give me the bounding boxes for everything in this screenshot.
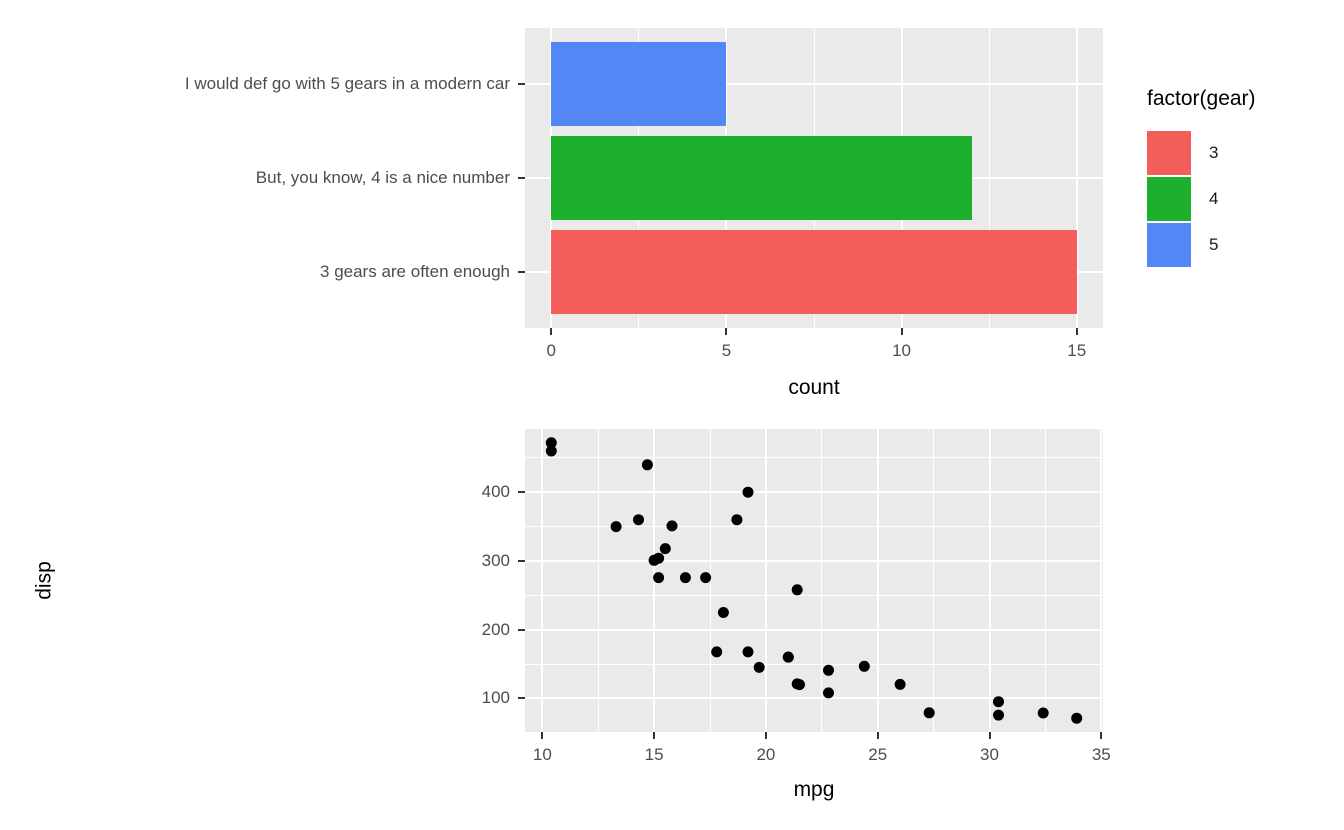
bar-5-gears [551,42,727,127]
x-tick-label: 15 [644,745,664,764]
data-point [648,554,660,566]
data-point [659,543,671,555]
x-tick-mark [900,328,903,335]
data-point [791,584,803,596]
x-tick-mark [876,732,879,739]
major-gridline [525,491,1103,494]
x-tick-label: 15 [1067,341,1087,360]
data-point [858,660,870,672]
major-gridline [764,429,767,732]
y-tick-mark [518,83,525,86]
data-point [610,521,622,533]
minor-gridline [525,457,1103,459]
data-point [993,709,1004,721]
data-point [894,678,906,690]
minor-gridline [525,526,1103,528]
minor-gridline [525,594,1103,596]
bar-x-axis-title: count [788,376,840,399]
minor-gridline [1044,429,1046,732]
y-tick-mark [518,628,525,631]
y-tick-label: 400 [481,482,510,502]
data-point [823,687,834,699]
y-tick-mark [518,177,525,179]
scatter-y-axis-title: disp [32,561,56,600]
scatter-x-axis-title: mpg [793,778,835,801]
minor-gridline [988,28,990,328]
scatter-plot-panel [525,429,1103,732]
data-point [700,572,712,584]
x-tick-label: 25 [868,745,888,764]
major-gridline [988,429,991,732]
bar-3-gears [551,229,1077,314]
scatter-points-layer [545,437,1083,724]
data-point [653,572,665,584]
bar-category-label: 3 gears are often enough [320,261,510,281]
x-tick-mark [988,732,991,739]
x-tick-label: 20 [756,745,776,764]
x-tick-mark [1100,732,1103,739]
y-tick-label: 300 [481,550,510,570]
minor-gridline [821,429,823,732]
x-tick-label: 0 [546,341,556,360]
y-tick-mark [518,559,525,562]
major-gridline [525,559,1103,562]
data-point [823,664,834,676]
data-point [641,459,653,471]
legend-key-4 [1147,177,1191,221]
y-tick-label: 100 [481,688,510,708]
legend-label-5: 5 [1209,235,1219,254]
data-point [545,445,557,457]
x-tick-mark [653,732,656,739]
bar-category-label: But, you know, 4 is a nice number [255,168,510,187]
x-tick-mark [725,328,728,335]
data-point [1037,707,1049,719]
major-gridline [1075,28,1078,328]
data-point [711,646,723,658]
data-point [731,514,743,526]
x-tick-mark [550,328,553,335]
data-point [633,514,644,526]
data-point [545,437,557,449]
x-tick-label: 10 [532,745,552,764]
major-gridline [525,697,1103,700]
x-tick-label: 35 [1091,745,1111,764]
major-gridline [541,429,544,732]
legend-title: factor(gear) [1147,87,1256,110]
x-tick-label: 10 [892,341,912,360]
y-tick-mark [518,491,525,494]
x-tick-mark [1075,328,1078,335]
x-tick-mark [541,732,544,739]
legend-label-3: 3 [1209,143,1219,162]
minor-gridline [525,663,1103,665]
bar-category-label: I would def go with 5 gears in a modern … [184,74,510,94]
bar-4-gears [551,135,972,221]
y-tick-mark [518,270,525,273]
data-point [666,520,678,532]
x-tick-label: 5 [721,341,732,360]
data-point [1071,712,1083,724]
data-point [923,707,935,719]
y-tick-mark [518,697,525,700]
data-point [742,646,754,658]
data-point [717,607,729,618]
data-point [742,486,754,498]
legend-label-4: 4 [1209,189,1219,208]
major-gridline [1100,429,1103,732]
x-tick-label: 30 [980,745,999,764]
bar-chart-panel [525,28,1103,328]
minor-gridline [933,429,935,732]
data-point [993,696,1004,708]
major-gridline [525,628,1103,631]
major-gridline [876,429,879,732]
data-point [679,572,691,584]
data-point [782,651,794,663]
y-tick-label: 200 [481,619,510,639]
legend-key-5 [1147,223,1191,267]
minor-gridline [597,429,599,732]
data-point [753,661,765,673]
data-point [791,678,803,690]
legend-key-3 [1147,131,1191,175]
x-tick-mark [764,732,767,739]
